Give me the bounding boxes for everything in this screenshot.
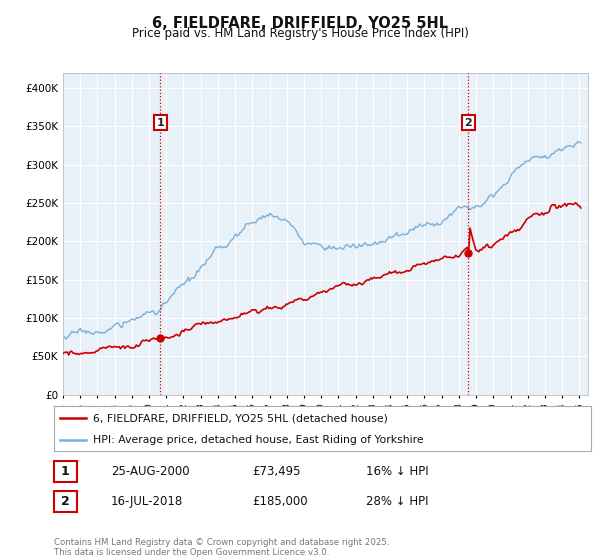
Text: 6, FIELDFARE, DRIFFIELD, YO25 5HL: 6, FIELDFARE, DRIFFIELD, YO25 5HL <box>152 16 448 31</box>
Text: £185,000: £185,000 <box>252 494 308 508</box>
Text: HPI: Average price, detached house, East Riding of Yorkshire: HPI: Average price, detached house, East… <box>92 435 423 445</box>
Text: 1: 1 <box>157 118 164 128</box>
Text: 16-JUL-2018: 16-JUL-2018 <box>111 494 183 508</box>
Text: 28% ↓ HPI: 28% ↓ HPI <box>366 494 428 508</box>
Text: £73,495: £73,495 <box>252 465 301 478</box>
Text: Contains HM Land Registry data © Crown copyright and database right 2025.
This d: Contains HM Land Registry data © Crown c… <box>54 538 389 557</box>
Text: 16% ↓ HPI: 16% ↓ HPI <box>366 465 428 478</box>
Text: 25-AUG-2000: 25-AUG-2000 <box>111 465 190 478</box>
Text: 6, FIELDFARE, DRIFFIELD, YO25 5HL (detached house): 6, FIELDFARE, DRIFFIELD, YO25 5HL (detac… <box>92 413 388 423</box>
Text: 2: 2 <box>61 494 70 508</box>
Text: 1: 1 <box>61 465 70 478</box>
Text: 2: 2 <box>464 118 472 128</box>
Text: Price paid vs. HM Land Registry's House Price Index (HPI): Price paid vs. HM Land Registry's House … <box>131 27 469 40</box>
